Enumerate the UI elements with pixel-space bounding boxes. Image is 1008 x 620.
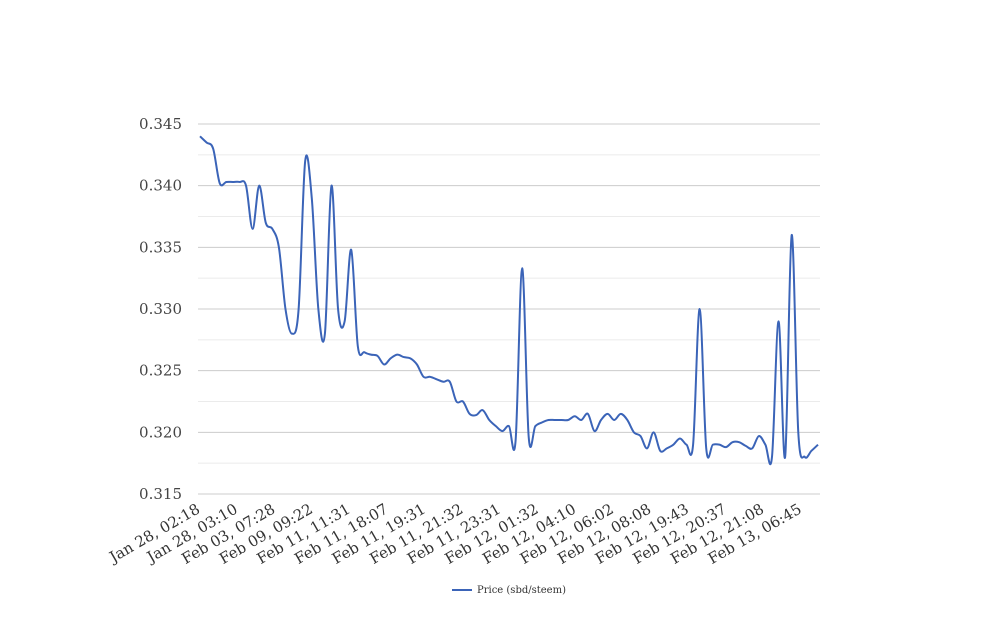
y-tick-label: 0.320 (139, 423, 182, 441)
y-tick-label: 0.325 (139, 362, 182, 380)
legend[interactable]: Price (sbd/steem) (452, 585, 566, 596)
gridlines (198, 123, 820, 495)
series-layer (199, 135, 819, 466)
y-tick-label: 0.330 (139, 300, 182, 318)
series-line-price (199, 135, 819, 466)
y-tick-label: 0.335 (139, 238, 182, 256)
legend-label-price: Price (sbd/steem) (477, 585, 566, 596)
y-tick-label: 0.315 (139, 485, 182, 503)
y-tick-label: 0.345 (139, 115, 182, 133)
y-axis-ticks: 0.315 0.320 0.325 0.330 0.335 0.340 0.345 (139, 115, 182, 503)
y-tick-label: 0.340 (139, 177, 182, 195)
